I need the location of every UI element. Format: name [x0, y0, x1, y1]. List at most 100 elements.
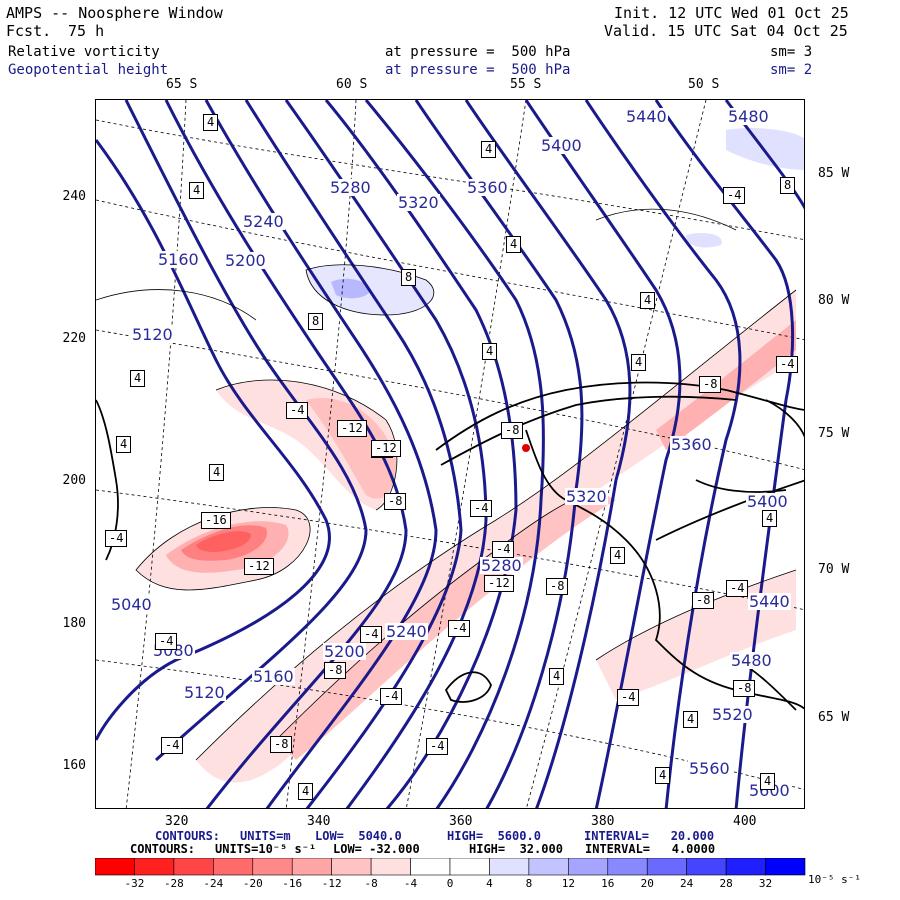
field2-smoothing: sm= 2	[770, 62, 813, 78]
color-bar-swatch	[370, 858, 411, 876]
color-bar-tick-label: -24	[203, 877, 224, 890]
lon-label-65w: 65 W	[818, 710, 850, 725]
y-tick-220: 220	[62, 331, 86, 346]
color-bar-tick-label: 16	[601, 877, 615, 890]
height-label: 5480	[727, 107, 770, 126]
vorticity-label: 8	[308, 313, 324, 330]
color-bar-tick-label: -32	[124, 877, 145, 890]
y-tick-180: 180	[62, 616, 86, 631]
vorticity-label: -4	[380, 688, 403, 705]
x-tick-400: 400	[733, 814, 757, 829]
field1-level: at pressure = 500 hPa	[385, 44, 571, 60]
vorticity-label: 4	[209, 464, 225, 481]
color-bar-tick-label: 28	[719, 877, 733, 890]
vorticity-label: -8	[733, 680, 756, 697]
field2-name: Geopotential height	[8, 62, 169, 78]
vorticity-label: 4	[482, 343, 498, 360]
vorticity-label: -8	[324, 662, 347, 679]
vorticity-label: -4	[155, 633, 178, 650]
contour-info-vort-interval: INTERVAL= 4.0000	[585, 842, 716, 856]
vorticity-label: 4	[655, 767, 671, 784]
height-label: 5200	[323, 642, 366, 661]
color-bar-tick-label: -16	[282, 877, 303, 890]
color-bar-swatch	[568, 858, 609, 876]
map-canvas	[96, 100, 804, 808]
contour-info-vort-label: CONTOURS:	[130, 842, 196, 856]
vorticity-label: 8	[401, 269, 417, 286]
color-bar-unit: 10⁻⁵ s⁻¹	[808, 873, 861, 886]
vorticity-label: -8	[270, 736, 293, 753]
height-label: 5200	[224, 251, 267, 270]
forecast-label: Fcst.	[6, 22, 52, 40]
height-label: 5440	[625, 107, 668, 126]
height-label: 5280	[329, 178, 372, 197]
color-bar-swatch	[725, 858, 766, 876]
height-contours	[96, 100, 804, 808]
color-bar-tick-label: -20	[242, 877, 263, 890]
contour-info-height-low: LOW= 5040.0	[315, 829, 402, 843]
lon-label-85w: 85 W	[818, 166, 850, 181]
color-bar-tick-label: -8	[364, 877, 378, 890]
color-bar-swatch	[134, 858, 175, 876]
height-label: 5120	[131, 325, 174, 344]
color-bar-tick-label: 4	[486, 877, 493, 890]
color-bar-swatch	[686, 858, 727, 876]
lat-label-60s: 60 S	[336, 77, 368, 92]
vorticity-label: -12	[371, 440, 401, 457]
height-label: 5400	[540, 136, 583, 155]
lat-label-55s: 55 S	[510, 77, 542, 92]
vorticity-label: -4	[723, 187, 746, 204]
vorticity-label: -8	[546, 578, 569, 595]
vorticity-label: -8	[699, 376, 722, 393]
contour-info-vort-units: UNITS=10⁻⁵ s⁻¹	[215, 842, 317, 856]
vorticity-label: -4	[776, 356, 799, 373]
height-label: 5160	[252, 667, 295, 686]
contour-info-height-units: UNITS=m	[240, 829, 291, 843]
y-tick-160: 160	[62, 758, 86, 773]
station-marker	[522, 444, 530, 452]
height-label: 5520	[711, 705, 754, 724]
height-label: 5360	[466, 178, 509, 197]
vorticity-label: -16	[201, 512, 231, 529]
vorticity-label: 4	[631, 354, 647, 371]
forecast-hours: 75 h	[68, 22, 105, 40]
vorticity-label: -4	[470, 500, 493, 517]
vorticity-label: 4	[506, 236, 522, 253]
valid-time: Valid. 15 UTC Sat 04 Oct 25	[604, 22, 848, 40]
y-tick-240: 240	[62, 189, 86, 204]
vorticity-label: 4	[116, 436, 132, 453]
lon-label-70w: 70 W	[818, 562, 850, 577]
color-bar-swatch	[291, 858, 332, 876]
vorticity-label: -12	[244, 558, 274, 575]
height-label: 5040	[110, 595, 153, 614]
x-tick-360: 360	[449, 814, 473, 829]
field1-name: Relative vorticity	[8, 44, 160, 60]
vorticity-label: 4	[760, 773, 776, 790]
vorticity-label: -4	[726, 580, 749, 597]
color-bar-tick-label: -28	[163, 877, 184, 890]
height-label: 5440	[748, 592, 791, 611]
vorticity-label: 4	[640, 292, 656, 309]
vorticity-contours	[96, 208, 797, 761]
app-title: AMPS -- Noosphere Window	[6, 4, 223, 22]
color-bar-swatch	[646, 858, 687, 876]
color-bar-swatch	[489, 858, 530, 876]
vorticity-label: 4	[762, 510, 778, 527]
color-bar	[95, 858, 806, 876]
height-label: 5320	[565, 487, 608, 506]
color-bar-tick-label: -4	[403, 877, 418, 890]
vorticity-label: 4	[549, 668, 565, 685]
lon-label-80w: 80 W	[818, 293, 850, 308]
vorticity-label: -4	[286, 402, 309, 419]
height-label: 5120	[183, 683, 226, 702]
vorticity-label: 4	[298, 783, 314, 800]
vorticity-label: -4	[617, 689, 640, 706]
color-bar-swatch	[95, 858, 135, 876]
height-label: 5360	[670, 435, 713, 454]
color-bar-tick-label: 8	[525, 877, 533, 890]
x-tick-340: 340	[307, 814, 331, 829]
color-bar-swatch	[449, 858, 490, 876]
color-bar-swatch	[173, 858, 214, 876]
color-bar-swatch	[331, 858, 372, 876]
vorticity-label: 4	[189, 182, 205, 199]
